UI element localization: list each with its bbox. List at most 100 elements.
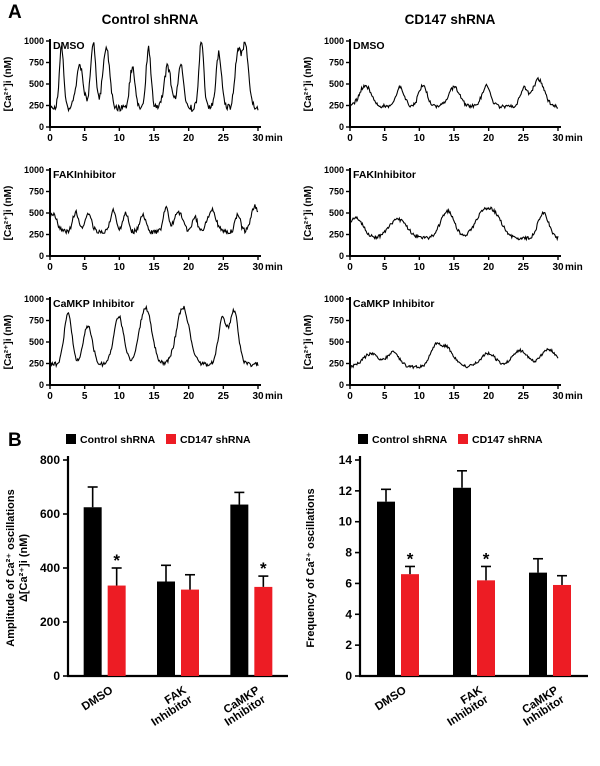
y-tick-label: 0 — [53, 669, 60, 683]
category-label: FAKInhibitor — [144, 684, 196, 729]
y-tick-label: 250 — [329, 359, 344, 369]
x-tick-label: 0 — [347, 391, 353, 402]
bar-frequency-cd147 — [401, 574, 419, 676]
x-tick-label: 0 — [347, 133, 353, 144]
legend-swatch-control — [358, 434, 368, 444]
bar-amplitude-cd147 — [107, 585, 126, 676]
y-tick-label: 800 — [40, 453, 60, 467]
y-tick-label: 200 — [40, 615, 60, 629]
category-label: FAKInhibitor — [440, 684, 492, 729]
x-tick-label: 5 — [82, 391, 88, 402]
y-tick-label: 10 — [339, 515, 353, 529]
bar-chart-frequency: Control shRNA CD147 shRNA 0 2 4 6 8 10 12 14 Frequ… — [305, 434, 588, 729]
line-chart-cd147-fak: 0 250 500 750 1000 0 5 10 15 20 25 30 min [Ca²⁺]i (nM… — [303, 165, 583, 273]
y-axis-label: [Ca²⁺]i (nM) — [303, 315, 314, 370]
bar-amplitude-control — [157, 581, 175, 676]
y-tick-label: 750 — [29, 187, 44, 197]
legend-swatch-control — [66, 434, 76, 444]
x-tick-label: 0 — [47, 262, 53, 273]
bar-frequency-cd147 — [477, 580, 495, 676]
y-tick-label: 0 — [345, 669, 352, 683]
y-tick-label: 250 — [29, 359, 44, 369]
x-tick-label: 15 — [448, 391, 460, 402]
significance-asterisk: * — [483, 549, 490, 568]
x-tick-label: 10 — [414, 262, 426, 273]
x-tick-label: 30 — [552, 391, 564, 402]
x-tick-label: 10 — [414, 391, 426, 402]
bar-amplitude-control — [230, 504, 249, 676]
x-tick-label: 15 — [148, 133, 160, 144]
bar-chart-row: Control shRNA CD147 shRNA 0 200 400 600 800 Amp… — [0, 428, 600, 746]
y-tick-label: 0 — [39, 251, 44, 261]
y-tick-label: 500 — [29, 79, 44, 89]
y-axis-label-line: Amplitude of Ca²⁺ oscillations — [5, 489, 17, 646]
x-tick-label: 10 — [114, 391, 126, 402]
y-tick-label: 250 — [329, 101, 344, 111]
x-axis-unit-label: min — [565, 262, 583, 273]
x-axis-unit-label: min — [565, 391, 583, 402]
significance-asterisk: * — [260, 559, 267, 578]
condition-title: FAKInhibitor — [353, 169, 416, 181]
panel-a-label: A — [8, 2, 22, 23]
y-tick-label: 1000 — [24, 36, 44, 46]
legend-label: Control shRNA — [372, 434, 448, 446]
x-tick-label: 15 — [448, 133, 460, 144]
x-tick-label: 15 — [448, 262, 460, 273]
x-tick-label: 5 — [382, 133, 388, 144]
y-tick-label: 0 — [339, 380, 344, 390]
x-tick-label: 5 — [82, 262, 88, 273]
y-tick-label: 500 — [29, 208, 44, 218]
line-chart-control-camkp: 0 250 500 750 1000 0 5 10 15 20 25 30 min [Ca²⁺]i (nM… — [3, 294, 283, 402]
line-chart-control-fak: 0 250 500 750 1000 0 5 10 15 20 25 30 min [Ca²⁺]i (nM… — [3, 165, 283, 273]
y-tick-label: 8 — [345, 546, 352, 560]
line-chart-cd147-camkp: 0 250 500 750 1000 0 5 10 15 20 25 30 min [Ca²⁺]i (nM… — [303, 294, 583, 402]
y-axis-label-line: Frequency of Ca²⁺ oscillations — [305, 488, 317, 647]
panel-a: A Control shRNA CD147 shRNA 0 250 500 750 10… — [3, 2, 583, 402]
bar-amplitude-cd147 — [254, 586, 273, 676]
bar-frequency-control — [377, 501, 395, 676]
x-tick-label: 30 — [252, 133, 264, 144]
x-tick-label: 5 — [382, 262, 388, 273]
legend-label: CD147 shRNA — [472, 434, 543, 446]
x-tick-label: 5 — [382, 391, 388, 402]
y-tick-label: 500 — [329, 337, 344, 347]
y-tick-label: 250 — [29, 101, 44, 111]
y-tick-label: 4 — [345, 607, 352, 621]
y-tick-label: 1000 — [24, 165, 44, 175]
x-tick-label: 15 — [148, 391, 160, 402]
y-tick-label: 14 — [339, 453, 353, 467]
y-tick-label: 0 — [39, 122, 44, 132]
y-tick-label: 600 — [40, 507, 60, 521]
x-axis-unit-label: min — [265, 391, 283, 402]
y-tick-label: 0 — [39, 380, 44, 390]
x-tick-label: 30 — [552, 262, 564, 273]
y-tick-label: 750 — [329, 316, 344, 326]
x-tick-label: 25 — [518, 133, 530, 144]
bar-amplitude-control — [83, 507, 102, 676]
x-tick-label: 25 — [518, 262, 530, 273]
y-axis-label: [Ca²⁺]i (nM) — [3, 315, 14, 370]
bar-frequency-control — [529, 572, 547, 676]
condition-title: CaMKP Inhibitor — [353, 298, 434, 310]
legend-label: Control shRNA — [80, 434, 156, 446]
x-tick-label: 20 — [183, 133, 195, 144]
x-tick-label: 30 — [252, 391, 264, 402]
y-tick-label: 250 — [29, 230, 44, 240]
x-tick-label: 20 — [483, 391, 495, 402]
x-tick-label: 10 — [114, 133, 126, 144]
y-tick-label: 1000 — [324, 36, 344, 46]
x-tick-label: 20 — [183, 262, 195, 273]
y-tick-label: 1000 — [324, 294, 344, 304]
category-label: DMSO — [373, 684, 409, 713]
condition-title: CaMKP Inhibitor — [53, 298, 134, 310]
y-tick-label: 2 — [345, 638, 352, 652]
x-axis-unit-label: min — [565, 133, 583, 144]
y-axis-label: [Ca²⁺]i (nM) — [303, 186, 314, 241]
significance-asterisk: * — [407, 549, 414, 568]
x-tick-label: 25 — [518, 391, 530, 402]
calcium-trace — [49, 304, 259, 369]
x-axis-unit-label: min — [265, 133, 283, 144]
calcium-trace — [349, 76, 559, 110]
condition-title: FAKInhibitor — [53, 169, 116, 181]
x-tick-label: 20 — [183, 391, 195, 402]
